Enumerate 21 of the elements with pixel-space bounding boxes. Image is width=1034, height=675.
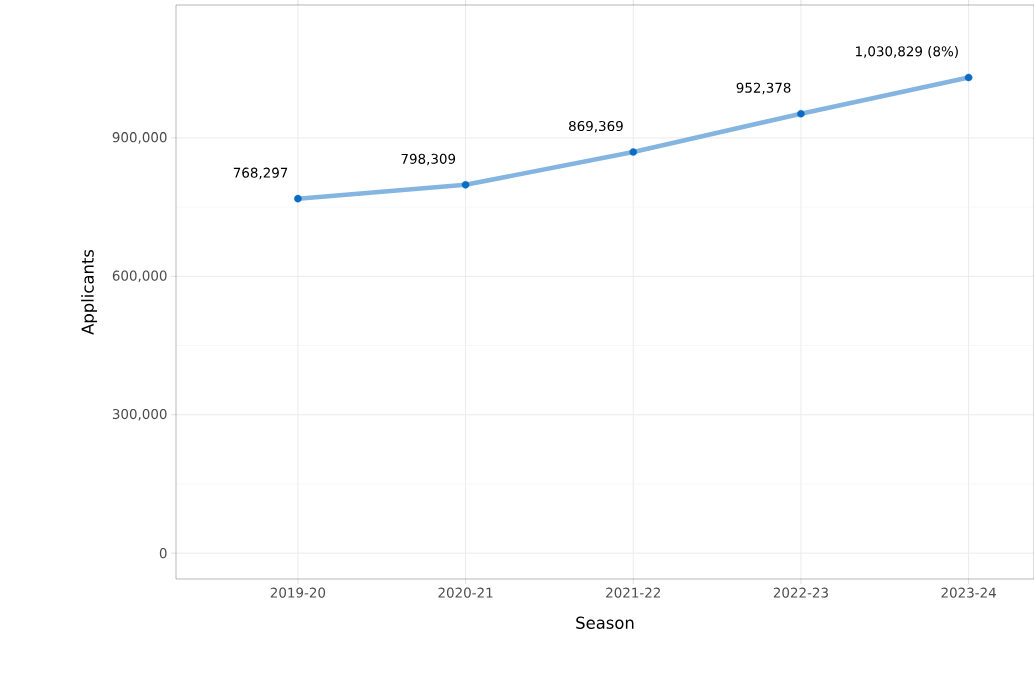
data-label: 869,369 — [569, 120, 623, 133]
y-axis-title: Applicants — [81, 249, 98, 335]
y-tick-label: 0 — [159, 548, 167, 559]
y-tick-label: 600,000 — [112, 270, 167, 283]
point — [461, 181, 470, 189]
point — [964, 73, 973, 82]
x-tick-label: 2023-24 — [941, 587, 996, 598]
data-label: 1,030,829 (8%) — [856, 46, 958, 58]
y-tick-label: 300,000 — [112, 408, 167, 421]
point — [797, 109, 805, 118]
x-tick-label: 2019-20 — [270, 587, 326, 598]
data-label: 768,297 — [233, 167, 288, 180]
point — [629, 148, 638, 156]
y-tick-label: 900,000 — [112, 132, 167, 144]
x-tick-label: 2021-22 — [606, 587, 660, 598]
x-axis-title: Season — [576, 616, 634, 629]
data-label: 798,309 — [401, 153, 456, 166]
x-tick-label: 2022-23 — [773, 587, 828, 598]
x-tick-label: 2020-21 — [438, 587, 493, 598]
point — [294, 194, 302, 203]
data-label: 952,378 — [736, 82, 791, 95]
